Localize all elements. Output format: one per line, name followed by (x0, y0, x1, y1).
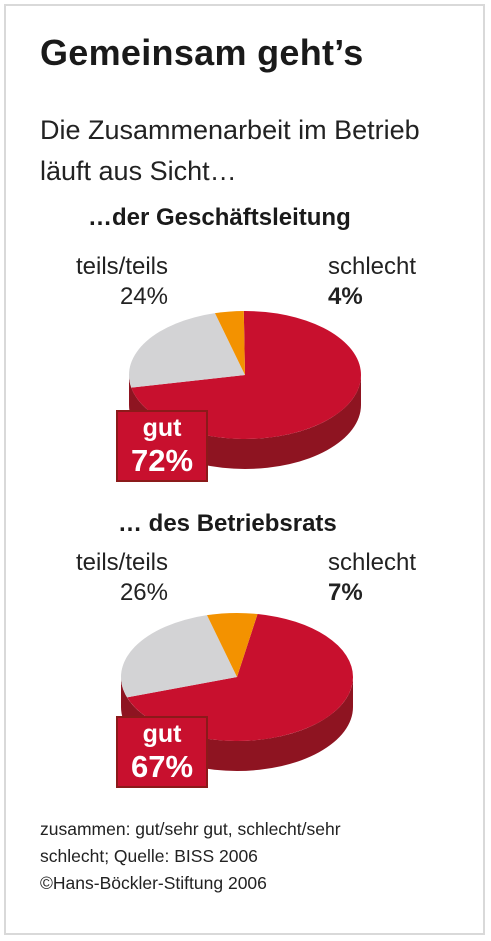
chart-1-teils-name: teils/teils (75, 253, 168, 280)
pie-slice-schlecht (206, 613, 258, 677)
chart-1-teils-label: teils/teils 24% (40, 252, 168, 312)
chart-1-gut-box: gut 72% (116, 410, 208, 482)
chart-2-schlecht-value: 7% (328, 579, 363, 606)
chart-2-teils-label: teils/teils 26% (40, 548, 168, 608)
chart-2-schlecht-name: schlecht (328, 549, 417, 576)
chart-2-gut-value: 67% (130, 749, 194, 784)
pie-slice-teils (129, 313, 245, 388)
footer-note-line-1: zusammen: gut/sehr gut, schlecht/sehr (40, 819, 341, 839)
chart-2-gut-box: gut 67% (116, 716, 208, 788)
subtitle: Die Zusammenarbeit im Betrieb läuft aus … (40, 115, 420, 186)
chart-1-gut-name: gut (142, 414, 182, 442)
page-title: Gemeinsam geht’s (40, 32, 364, 73)
chart-2-teils-name: teils/teils (75, 549, 168, 576)
pie-slice-gut (131, 310, 362, 439)
chart-1-teils-value: 24% (119, 283, 168, 310)
chart-2-schlecht-label: schlecht 7% (328, 548, 416, 608)
chart-1-gut-value: 72% (130, 443, 194, 478)
chart-2-teils-value: 26% (119, 579, 168, 606)
pie-slice-teils (120, 615, 237, 698)
chart-1-schlecht-label: schlecht 4% (328, 252, 416, 312)
chart-1-title: …der Geschäftsleitung (88, 204, 351, 231)
pie-slice-schlecht (214, 311, 245, 375)
chart-2-gut-name: gut (142, 720, 182, 748)
chart-1-schlecht-name: schlecht (328, 253, 417, 280)
chart-2-title: … des Betriebsrats (118, 510, 337, 537)
chart-1-schlecht-value: 4% (328, 283, 363, 310)
infographic-frame (4, 4, 485, 935)
footer-copyright: ©Hans-Böckler-Stiftung 2006 (40, 873, 267, 893)
pie-slice-gut (127, 614, 353, 741)
footer-note-line-2: schlecht; Quelle: BISS 2006 (40, 846, 258, 866)
footer: zusammen: gut/sehr gut, schlecht/sehr sc… (40, 816, 460, 897)
